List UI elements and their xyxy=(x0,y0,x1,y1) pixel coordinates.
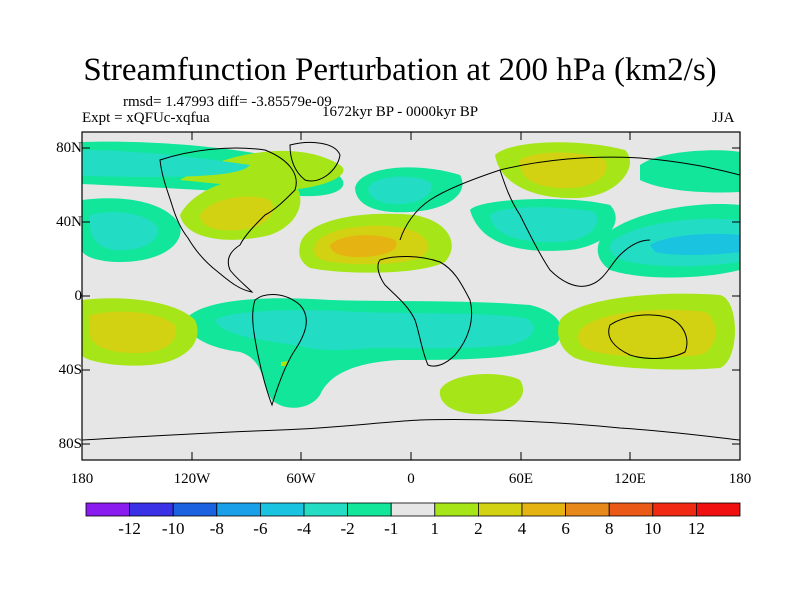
plot-title: Streamfunction Perturbation at 200 hPa (… xyxy=(83,52,717,88)
colorbar-label: -10 xyxy=(161,519,185,538)
colorbar-swatch xyxy=(608,502,654,517)
lat-label-40s: 40S xyxy=(58,362,82,378)
colorbar-label: 10 xyxy=(644,519,662,538)
colorbar-swatch xyxy=(521,502,566,517)
colorbar-label: 8 xyxy=(604,519,614,538)
colorbar-label: -2 xyxy=(340,519,355,538)
colorbar-label: -12 xyxy=(118,519,141,538)
colorbar-swatch xyxy=(259,502,305,517)
lat-label-40n: 40N xyxy=(56,214,82,230)
colorbar-label: 12 xyxy=(687,519,705,538)
colorbar-label: 2 xyxy=(474,519,483,538)
colorbar-label: 4 xyxy=(517,519,527,538)
lon-label-60e: 60E xyxy=(508,471,534,487)
colorbar-swatch xyxy=(696,502,741,517)
colorbar-swatch xyxy=(390,502,436,517)
lat-label-80n: 80N xyxy=(56,140,82,156)
axis-ticks xyxy=(81,132,741,460)
colorbar-swatch xyxy=(347,502,392,517)
lon-label-180e: 180 xyxy=(728,471,752,487)
stats-text: rmsd= 1.47993 diff= -3.85579e-09 xyxy=(123,94,332,110)
lat-label-0: 0 xyxy=(74,288,83,304)
lat-label-80s: 80S xyxy=(58,436,82,452)
period-label: 1672kyr BP - 0000kyr BP xyxy=(322,104,479,120)
colorbar-swatch xyxy=(565,502,610,517)
colorbar-swatch xyxy=(216,502,261,517)
colorbar-label: 1 xyxy=(430,519,440,538)
colorbar-swatch xyxy=(652,502,697,517)
lon-label-120w: 120W xyxy=(173,471,211,487)
lon-label-180w: 180 xyxy=(70,471,94,487)
colorbar-swatch xyxy=(85,502,130,517)
colorbar-swatch xyxy=(434,502,479,517)
lon-label-120e: 120E xyxy=(614,471,646,487)
streamfunction-field xyxy=(82,141,740,415)
colorbar-label: -4 xyxy=(296,519,312,538)
colorbar-swatch xyxy=(172,502,218,517)
colorbar-label: 6 xyxy=(561,519,570,538)
coastlines xyxy=(82,142,740,441)
lon-label-60w: 60W xyxy=(286,471,316,487)
colorbar-label: -1 xyxy=(384,519,399,538)
colorbar-swatch xyxy=(129,502,174,517)
colorbar-label: -8 xyxy=(209,519,224,538)
experiment-label: Expt = xQFUc-xqfua xyxy=(82,110,210,126)
colorbar-swatch xyxy=(303,502,348,517)
lon-label-0: 0 xyxy=(407,471,415,487)
season-label: JJA xyxy=(712,110,735,126)
colorbar xyxy=(85,502,741,517)
colorbar-swatch xyxy=(477,502,523,517)
colorbar-label: -6 xyxy=(253,519,268,538)
